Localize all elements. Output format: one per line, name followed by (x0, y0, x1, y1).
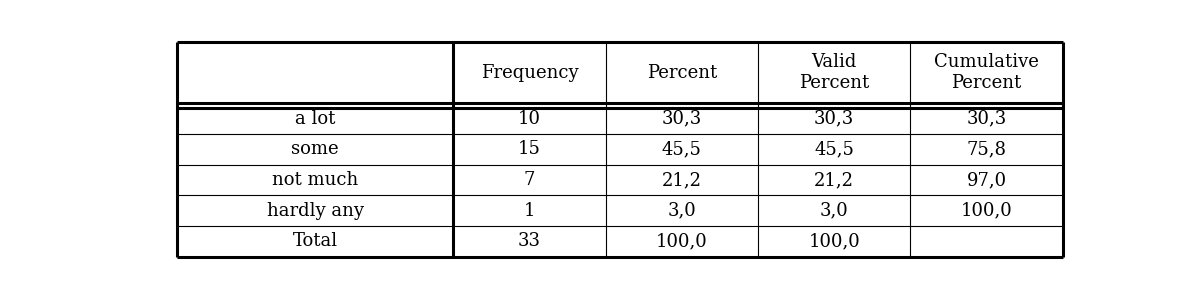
Text: a lot: a lot (295, 110, 335, 128)
Text: 3,0: 3,0 (819, 202, 849, 220)
Text: 30,3: 30,3 (966, 110, 1006, 128)
Text: 45,5: 45,5 (662, 140, 701, 158)
Text: 3,0: 3,0 (667, 202, 697, 220)
Text: hardly any: hardly any (267, 202, 363, 220)
Text: 21,2: 21,2 (815, 171, 854, 189)
Text: Total: Total (293, 232, 337, 250)
Text: Cumulative
Percent: Cumulative Percent (934, 54, 1039, 92)
Text: 15: 15 (518, 140, 541, 158)
Text: 30,3: 30,3 (815, 110, 854, 128)
Text: 100,0: 100,0 (809, 232, 860, 250)
Text: some: some (292, 140, 338, 158)
Text: 75,8: 75,8 (967, 140, 1006, 158)
Text: Frequency: Frequency (481, 64, 579, 82)
Text: 100,0: 100,0 (656, 232, 707, 250)
Text: 1: 1 (524, 202, 536, 220)
Text: Percent: Percent (647, 64, 717, 82)
Text: Valid
Percent: Valid Percent (799, 54, 869, 92)
Text: 100,0: 100,0 (961, 202, 1012, 220)
Text: not much: not much (272, 171, 358, 189)
Text: 30,3: 30,3 (662, 110, 701, 128)
Text: 33: 33 (518, 232, 541, 250)
Text: 45,5: 45,5 (815, 140, 854, 158)
Text: 10: 10 (518, 110, 541, 128)
Text: 7: 7 (524, 171, 535, 189)
Text: 21,2: 21,2 (662, 171, 701, 189)
Text: 97,0: 97,0 (966, 171, 1006, 189)
